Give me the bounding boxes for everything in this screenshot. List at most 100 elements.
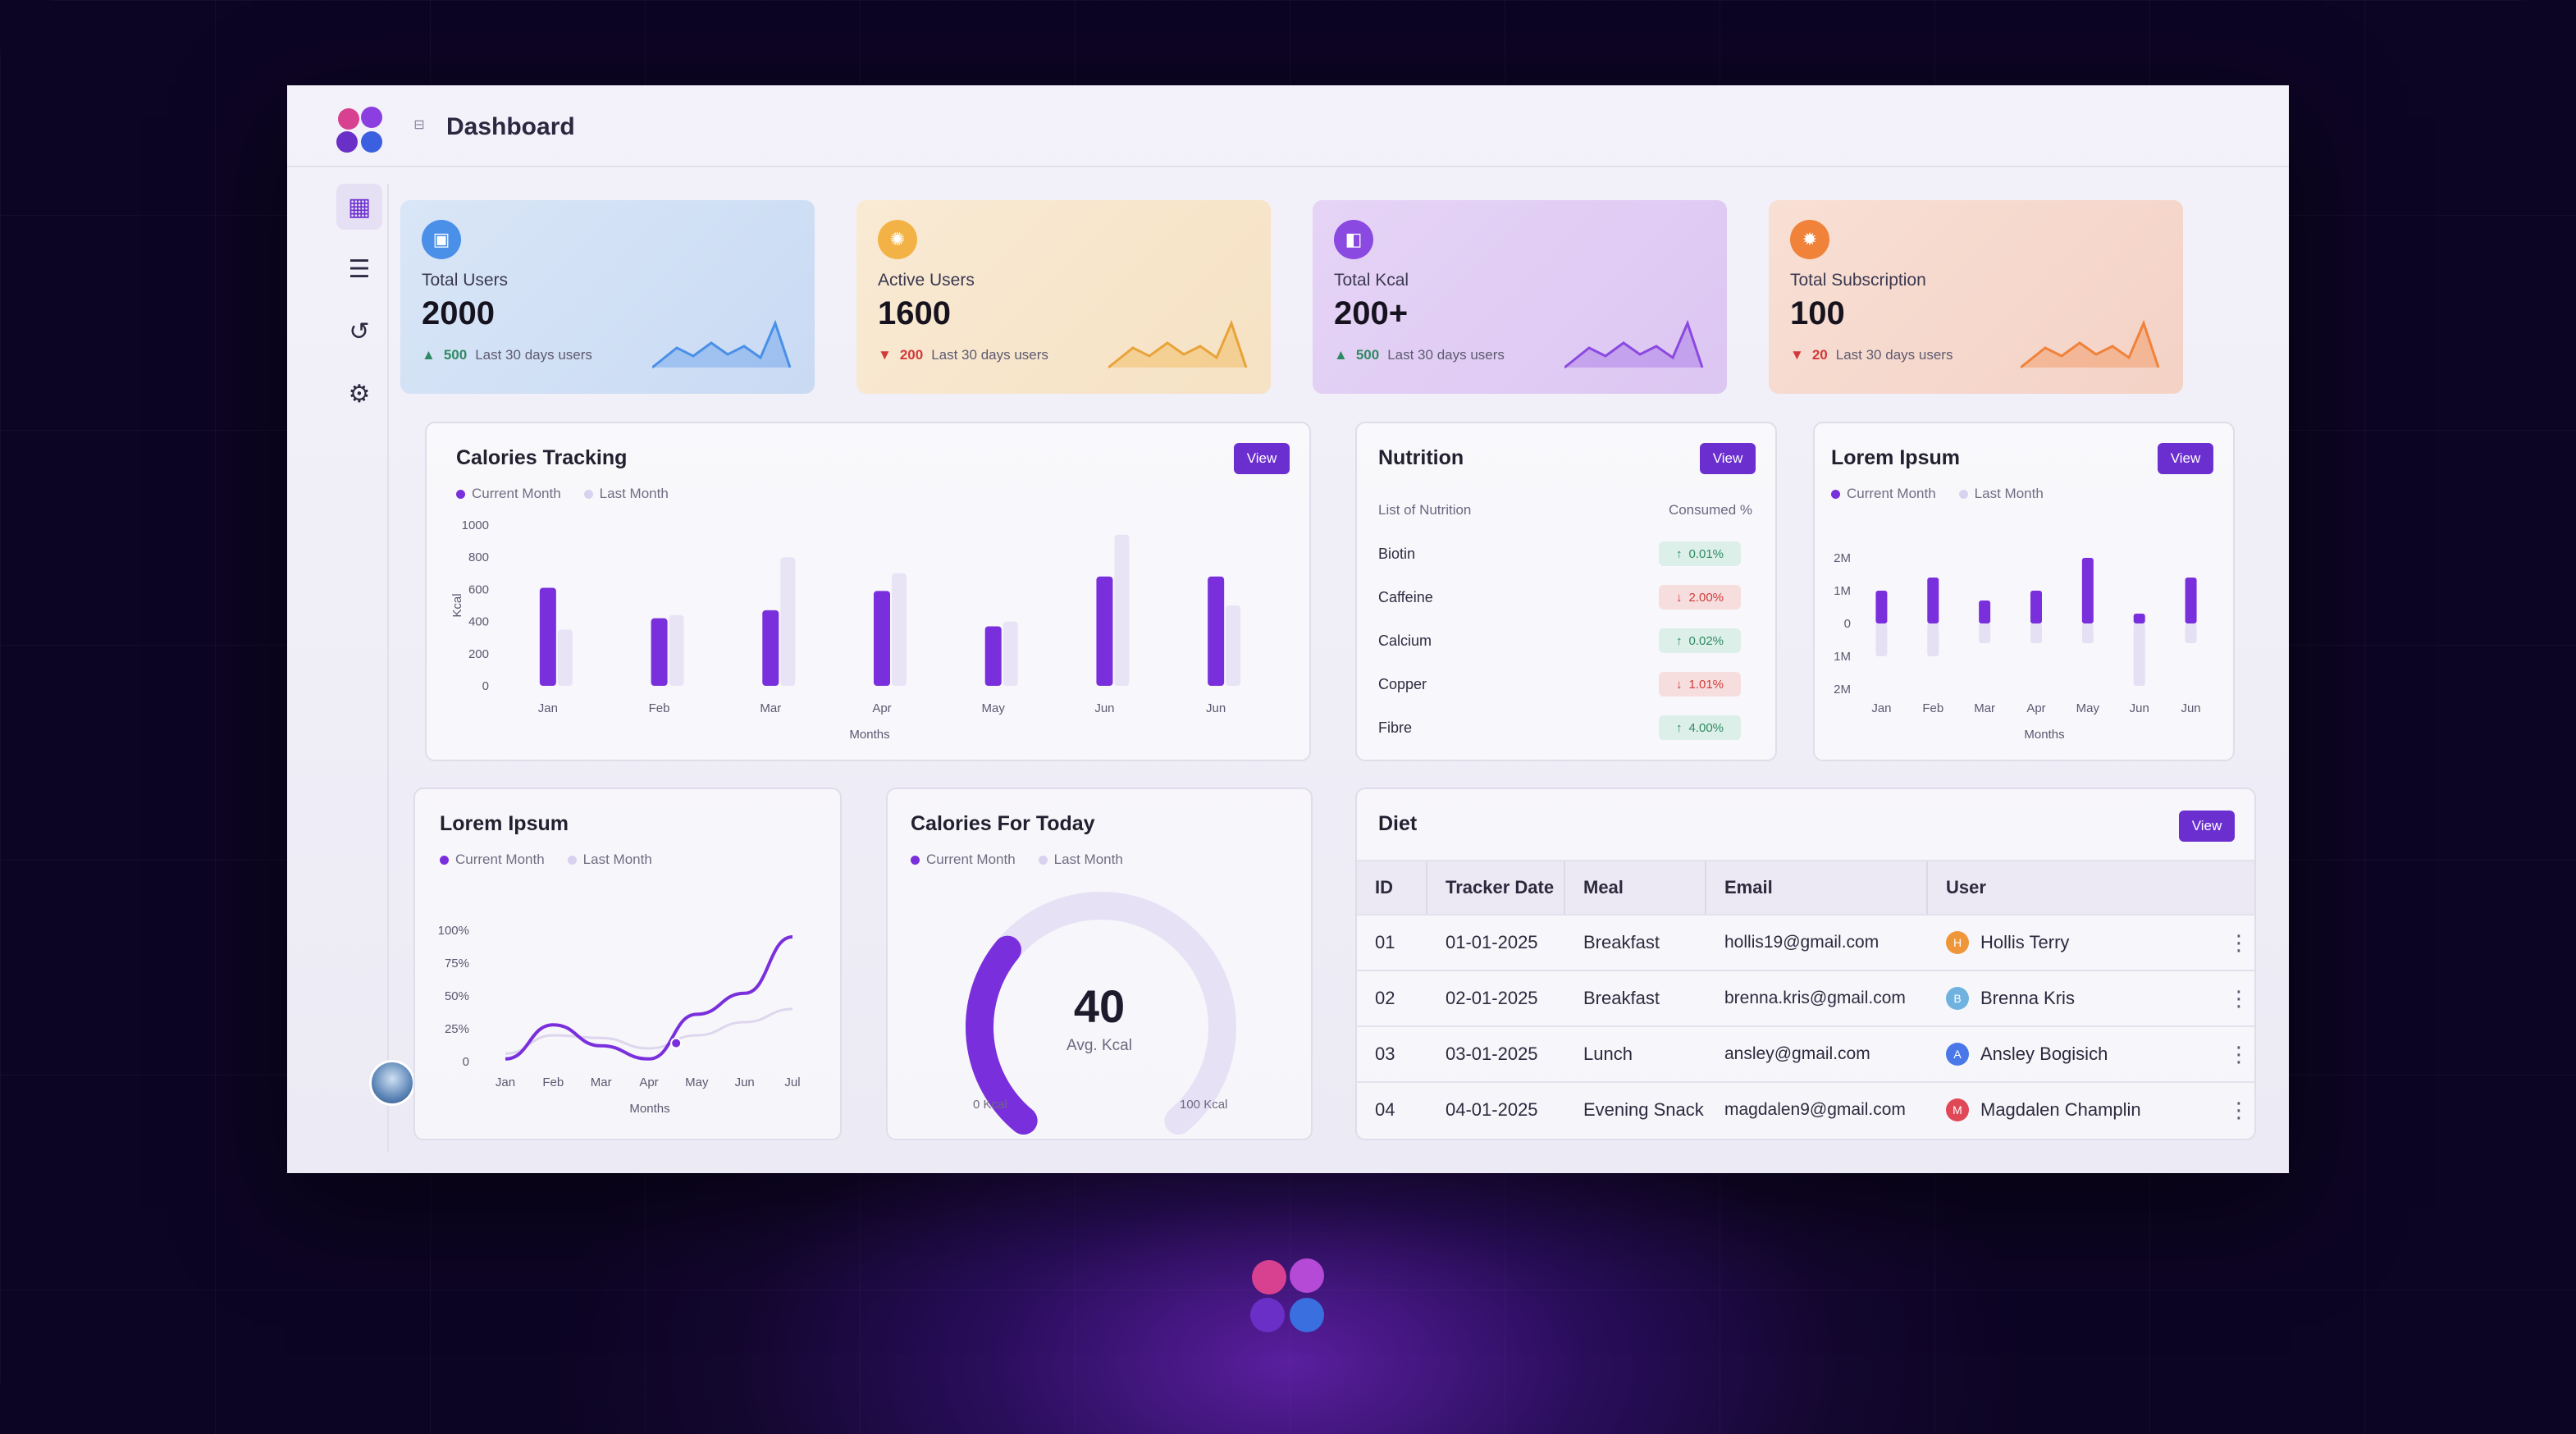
more-options-icon[interactable]: ⋮ xyxy=(2228,985,2249,1011)
y-tick-label: 100% xyxy=(438,924,469,938)
sidebar-item-dashboard[interactable]: ▦ xyxy=(336,184,382,230)
sparkline xyxy=(1564,319,1704,369)
user-avatar: H xyxy=(1946,931,1969,954)
panel-title: Calories For Today xyxy=(911,812,1095,835)
gauge-value: 40 xyxy=(1073,980,1126,1032)
subscription-icon: ✹ xyxy=(1790,220,1829,259)
consumed-pill: ↓ 2.00% xyxy=(1659,585,1741,610)
sparkline xyxy=(2021,319,2160,369)
view-button[interactable]: View xyxy=(2179,811,2235,842)
x-tick-label: Jul xyxy=(784,1076,800,1089)
sidebar: ▦ ☰ ↺ ⚙ xyxy=(336,184,415,1152)
bar-current-month xyxy=(2030,591,2042,623)
calorie-gauge xyxy=(966,892,1236,1135)
bar-current-month xyxy=(762,610,779,686)
bar-last-month xyxy=(669,614,684,686)
x-tick-label: Apr xyxy=(872,701,891,715)
y-tick-label: 0 xyxy=(463,1055,469,1069)
user-name: Hollis Terry xyxy=(1980,932,2070,952)
col-email[interactable]: Email xyxy=(1706,861,1928,914)
sidebar-item-history[interactable]: ↺ xyxy=(336,308,382,354)
x-tick-label: Apr xyxy=(639,1076,658,1089)
more-options-icon[interactable]: ⋮ xyxy=(2228,1041,2249,1066)
bar-current-month xyxy=(2185,578,2197,623)
col-id[interactable]: ID xyxy=(1357,861,1427,914)
kcal-icon: ◧ xyxy=(1334,220,1373,259)
consumed-pill: ↑ 0.01% xyxy=(1659,541,1741,566)
bar-last-month xyxy=(2030,623,2042,643)
y-tick-label: 400 xyxy=(468,615,489,629)
bar-current-month xyxy=(651,618,668,686)
stat-foot: Last 30 days users xyxy=(1835,347,1953,363)
x-axis-label: Months xyxy=(2024,728,2064,742)
y-tick-label: 0 xyxy=(1844,617,1851,631)
stat-card-total-users: ▣ Total Users 2000 ▲ 500 Last 30 days user… xyxy=(400,200,815,394)
legend: Current Month Last Month xyxy=(1831,486,2044,502)
x-tick-label: May xyxy=(685,1076,709,1089)
x-tick-label: Mar xyxy=(760,701,781,715)
brand-logo xyxy=(1249,1257,1327,1336)
col-meal[interactable]: Meal xyxy=(1565,861,1706,914)
cell-user: A Ansley Bogisich xyxy=(1928,1043,2205,1066)
bar-last-month xyxy=(557,629,573,686)
table-row[interactable]: 02 02-01-2025 Breakfast brenna.kris@gmai… xyxy=(1357,970,2254,1025)
y-tick-label: 200 xyxy=(468,647,489,661)
sidebar-item-list[interactable]: ☰ xyxy=(336,246,382,292)
nutrition-name: Caffeine xyxy=(1378,588,1433,605)
bar-current-month xyxy=(1875,591,1888,623)
more-options-icon[interactable]: ⋮ xyxy=(2228,1097,2249,1122)
view-button[interactable]: View xyxy=(1234,443,1290,474)
table-row[interactable]: 04 04-01-2025 Evening Snack magdalen9@gm… xyxy=(1357,1081,2254,1137)
bar-last-month xyxy=(1875,623,1888,656)
consumed-pill: ↑ 4.00% xyxy=(1659,715,1741,740)
view-button[interactable]: View xyxy=(2158,443,2213,474)
y-tick-label: 1M xyxy=(1834,650,1851,664)
bar-current-month xyxy=(2081,558,2094,623)
bar-last-month xyxy=(780,557,796,686)
legend-item: Current Month xyxy=(1831,486,1936,502)
cell-email: brenna.kris@gmail.com xyxy=(1724,989,1906,1007)
sidebar-item-settings[interactable]: ⚙ xyxy=(336,371,382,417)
y-tick-label: 800 xyxy=(468,550,489,564)
stat-foot: Last 30 days users xyxy=(475,347,592,363)
cell-meal: Lunch xyxy=(1583,1044,1633,1064)
cell-date: 01-01-2025 xyxy=(1446,932,1538,952)
nutrition-panel: Nutrition View List of Nutrition Consume… xyxy=(1355,422,1777,761)
history-icon: ↺ xyxy=(349,317,370,345)
consumed-pill: ↓ 1.01% xyxy=(1659,672,1741,696)
more-options-icon[interactable]: ⋮ xyxy=(2228,929,2249,955)
y-tick-label: 1000 xyxy=(462,518,489,532)
active-users-icon: ✺ xyxy=(878,220,917,259)
bar-last-month xyxy=(2133,623,2145,686)
col-tracker-date[interactable]: Tracker Date xyxy=(1427,861,1565,914)
x-tick-label: Feb xyxy=(542,1076,564,1089)
app-logo[interactable] xyxy=(336,107,384,154)
user-avatar: M xyxy=(1946,1098,1969,1121)
nutrition-row: Biotin ↑ 0.01% xyxy=(1378,541,1741,566)
arrow-up-icon: ↑ xyxy=(1675,633,1683,648)
bar-last-month xyxy=(1003,621,1018,686)
stat-label: Total Subscription xyxy=(1790,271,1926,290)
x-tick-label: Jan xyxy=(496,1076,515,1089)
legend: Current Month Last Month xyxy=(440,852,652,868)
arrow-down-icon: ↓ xyxy=(1675,677,1683,692)
stat-label: Total Kcal xyxy=(1334,271,1409,290)
bar-current-month xyxy=(1979,601,1991,623)
sidebar-toggle-icon[interactable]: ⊟ xyxy=(413,118,425,132)
avatar[interactable] xyxy=(369,1060,415,1106)
col-user[interactable]: User xyxy=(1946,877,1986,897)
x-tick-label: Jun xyxy=(735,1076,755,1089)
table-row[interactable]: 01 01-01-2025 Breakfast hollis19@gmail.c… xyxy=(1357,914,2254,970)
legend-item: Current Month xyxy=(456,486,561,502)
x-tick-label: Apr xyxy=(2026,701,2045,715)
sparkline xyxy=(652,319,792,369)
x-tick-label: Jun xyxy=(2181,701,2200,715)
stat-card-total-subscription: ✹ Total Subscription 100 ▼ 20 Last 30 days… xyxy=(1769,200,2183,394)
bar-current-month xyxy=(1208,576,1225,686)
legend: Current Month Last Month xyxy=(456,486,669,502)
view-button[interactable]: View xyxy=(1700,443,1756,474)
page-title: Dashboard xyxy=(446,113,575,140)
user-name: Magdalen Champlin xyxy=(1980,1099,2141,1120)
cell-email: ansley@gmail.com xyxy=(1724,1044,1870,1063)
table-row[interactable]: 03 03-01-2025 Lunch ansley@gmail.com A A… xyxy=(1357,1025,2254,1081)
